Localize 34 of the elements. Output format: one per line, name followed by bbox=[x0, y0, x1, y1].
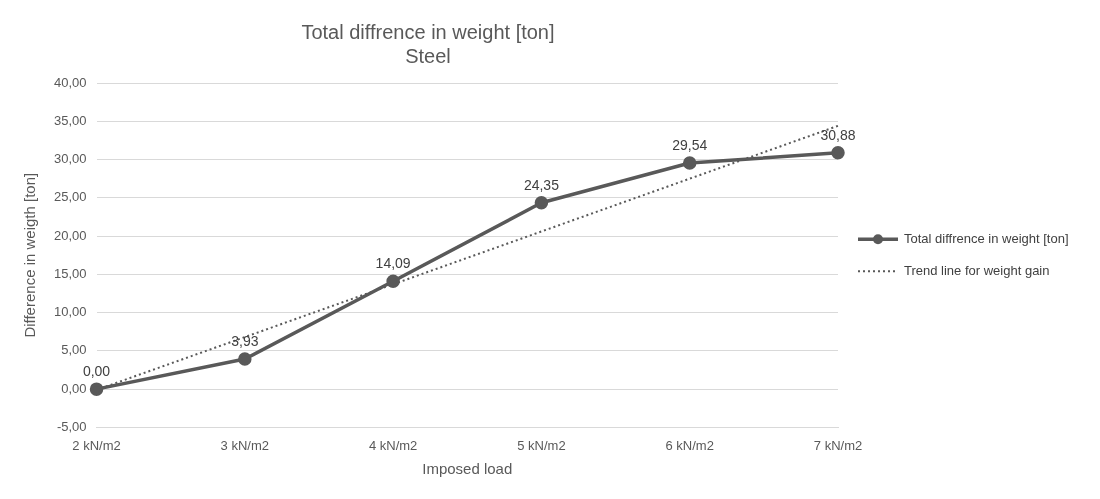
x-tick-label: 4 kN/m2 bbox=[368, 437, 418, 453]
x-tick-label: 5 kN/m2 bbox=[517, 437, 566, 453]
y-tick-label: 40,00 bbox=[53, 74, 87, 90]
x-tick-label: 6 kN/m2 bbox=[665, 437, 714, 453]
point bbox=[534, 196, 549, 210]
point bbox=[238, 352, 252, 366]
chart-subtitle: Steel bbox=[405, 44, 451, 67]
y-tick-label: 5,00 bbox=[61, 342, 87, 358]
y-tick-label: -5,00 bbox=[56, 418, 87, 434]
data-label: 0,00 bbox=[82, 362, 111, 379]
y-axis-title: Difference in weigth [ton] bbox=[21, 172, 39, 338]
point bbox=[89, 382, 104, 396]
legend-label: Total diffrence in weight [ton] bbox=[904, 230, 1069, 246]
y-tick-label: 20,00 bbox=[53, 227, 87, 243]
data-label: 29,54 bbox=[672, 136, 708, 153]
x-tick-label: 3 kN/m2 bbox=[220, 437, 270, 453]
y-tick-label: 0,00 bbox=[61, 380, 87, 396]
y-tick-label: 30,00 bbox=[53, 151, 87, 167]
x-tick-label: 2 kN/m2 bbox=[72, 437, 121, 453]
legend-label: Trend line for weight gain bbox=[904, 262, 1050, 278]
chart-title: Total diffrence in weight [ton] bbox=[301, 20, 555, 43]
y-tick-label: 15,00 bbox=[53, 265, 87, 281]
data-label: 3,93 bbox=[231, 332, 259, 349]
data-label: 24,35 bbox=[523, 176, 560, 193]
y-tick-label: 35,00 bbox=[53, 112, 87, 128]
data-label: 30,88 bbox=[820, 126, 856, 143]
x-axis-title: Imposed load bbox=[422, 460, 513, 478]
y-tick-label: 10,00 bbox=[53, 304, 87, 320]
point bbox=[682, 156, 697, 170]
data-label: 14,09 bbox=[375, 255, 411, 272]
x-tick-label: 7 kN/m2 bbox=[813, 437, 863, 453]
point bbox=[386, 274, 400, 289]
point bbox=[831, 146, 845, 160]
y-tick-label: 25,00 bbox=[53, 189, 87, 205]
